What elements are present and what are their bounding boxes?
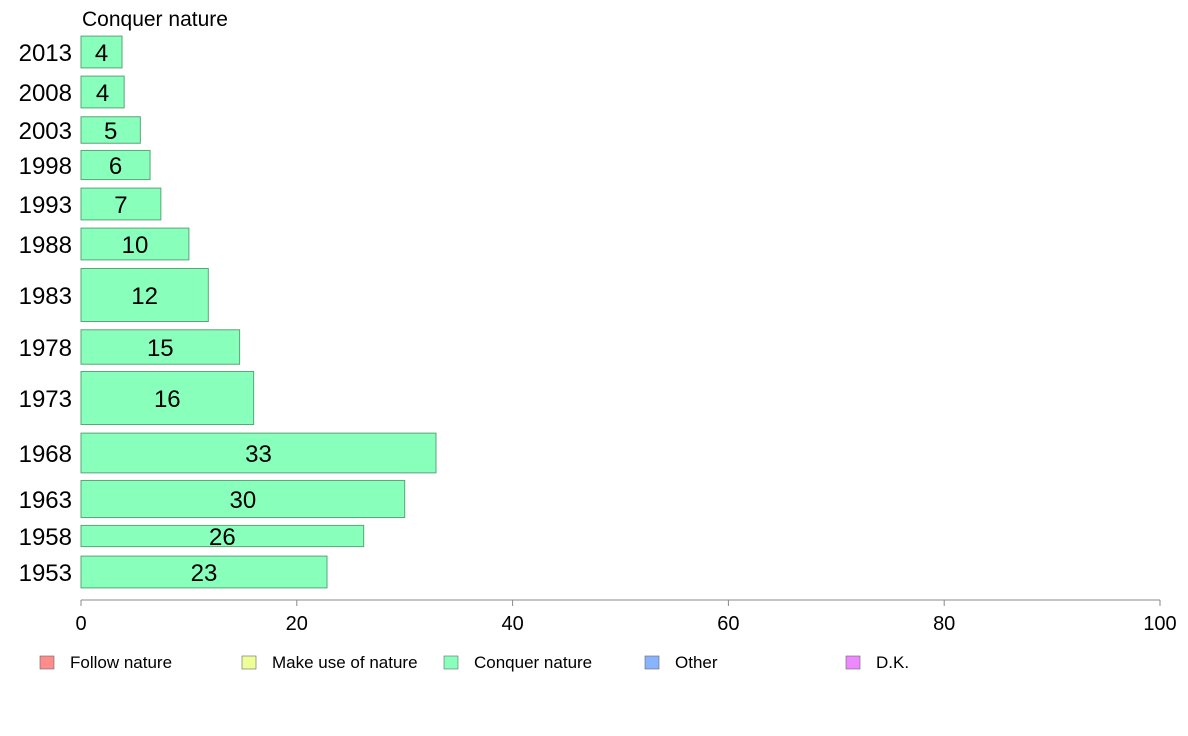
category-label: 1993 [19, 192, 72, 219]
legend-swatch [443, 655, 459, 670]
legend-swatch [845, 655, 861, 670]
bar [80, 227, 190, 261]
category-label: 1983 [19, 283, 72, 310]
legend-label: D.K. [876, 653, 909, 672]
bar-value-label: 10 [122, 232, 149, 259]
legend-label: Conquer nature [474, 653, 592, 672]
x-tick-label: 60 [717, 613, 739, 635]
category-label: 1998 [19, 153, 72, 180]
bar-value-label: 30 [229, 487, 256, 514]
bar [80, 432, 437, 474]
legend-swatch [39, 655, 55, 670]
bar-value-label: 15 [147, 335, 174, 362]
bars [80, 35, 437, 589]
bar-value-label: 5 [104, 118, 117, 145]
bar [80, 479, 406, 519]
bar [80, 187, 162, 221]
x-tick-label: 20 [286, 613, 308, 635]
legend-swatch [644, 655, 660, 670]
category-label: 1958 [19, 524, 72, 551]
category-label: 2003 [19, 118, 72, 145]
legend-label: Follow nature [70, 653, 172, 672]
category-label: 1978 [19, 335, 72, 362]
bar-value-label: 4 [96, 80, 109, 107]
category-label: 1988 [19, 232, 72, 259]
legend-label: Other [675, 653, 718, 672]
x-tick-label: 80 [933, 613, 955, 635]
category-labels: 2013 2008 2003 1998 1993 1988 1983 1978 1973 1968… [19, 40, 72, 587]
bar [80, 524, 365, 548]
x-axis: 0 20 40 60 80 100 [75, 599, 1177, 635]
bar-value-label: 6 [109, 153, 122, 180]
category-label: 2013 [19, 40, 72, 67]
chart-title: Conquer nature [82, 8, 228, 31]
bar [80, 555, 328, 589]
bar-value-label: 23 [191, 560, 218, 587]
bar [80, 149, 151, 181]
bar-value-label: 26 [209, 524, 236, 551]
bar-value-label: 12 [131, 283, 158, 310]
bar-value-label: 4 [95, 40, 108, 67]
x-tick-label: 0 [75, 613, 86, 635]
bar [80, 268, 209, 322]
category-label: 1973 [19, 386, 72, 413]
bar-value-label: 16 [154, 386, 181, 413]
bar [80, 371, 255, 425]
bar-value-labels: 4 4 5 6 7 10 12 15 16 33 30 26 23 [95, 40, 272, 587]
category-label: 1963 [19, 487, 72, 514]
legend-label: Make use of nature [272, 653, 418, 672]
bar-value-label: 7 [114, 192, 127, 219]
category-label: 2008 [19, 80, 72, 107]
category-label: 1968 [19, 441, 72, 468]
bar [80, 35, 123, 69]
legend-swatch [241, 655, 257, 670]
x-tick-label: 40 [501, 613, 523, 635]
x-tick-label: 100 [1143, 613, 1176, 635]
bar [80, 75, 125, 109]
bar [80, 116, 141, 144]
bar-value-label: 33 [245, 441, 272, 468]
bar [80, 329, 241, 365]
legend: Follow nature Make use of nature Conquer n… [39, 653, 909, 672]
category-label: 1953 [19, 560, 72, 587]
